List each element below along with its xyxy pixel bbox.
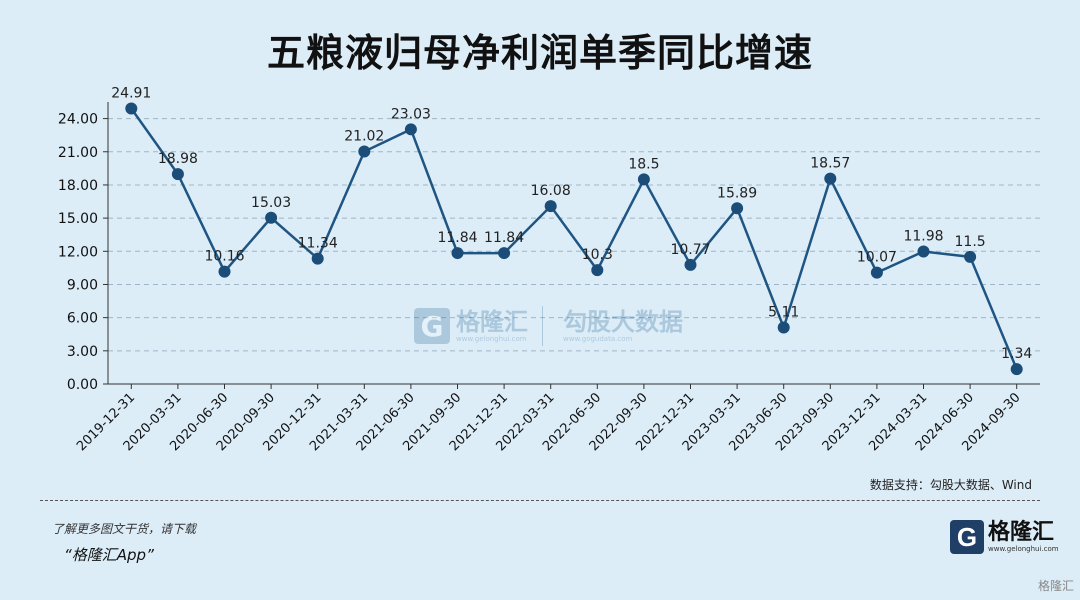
data-point (1010, 363, 1023, 376)
watermark-url-2: www.gogudata.com (563, 335, 633, 343)
data-point (917, 245, 930, 258)
watermark-logo-icon: G (414, 308, 450, 344)
data-point (544, 200, 557, 213)
data-point (451, 247, 464, 260)
data-label: 16.08 (531, 183, 571, 199)
data-point (870, 266, 883, 279)
data-point (125, 102, 138, 115)
y-tick-label: 18.00 (58, 178, 98, 194)
data-label: 10.77 (670, 242, 710, 258)
promo-text: 了解更多图文干货，请下载 (52, 522, 197, 536)
data-point (637, 173, 650, 186)
data-source: 数据支持：勾股大数据、Wind (869, 478, 1032, 492)
data-label: 10.3 (582, 247, 613, 263)
watermark-url: www.gelonghui.com (456, 335, 527, 343)
data-point (824, 172, 837, 185)
data-label: 15.03 (251, 195, 291, 211)
data-point (265, 211, 278, 224)
brand-logo: G 格隆汇 www.gelonghui.com (950, 520, 1059, 554)
data-label: 10.07 (857, 250, 897, 266)
data-point (684, 258, 697, 271)
brand-name: 格隆汇 (988, 520, 1055, 545)
watermark-separator (542, 306, 543, 346)
data-label: 15.89 (717, 185, 757, 201)
brand-url: www.gelonghui.com (988, 545, 1059, 553)
data-point (404, 123, 417, 136)
y-tick-label: 12.00 (58, 244, 98, 260)
data-label: 18.57 (810, 156, 850, 172)
data-label: 11.34 (298, 236, 338, 252)
watermark-name: 格隆汇 (456, 308, 528, 336)
corner-watermark: 格隆汇 (1037, 579, 1074, 593)
data-label: 11.98 (903, 229, 943, 245)
data-label: 5.11 (768, 304, 799, 320)
y-tick-label: 24.00 (58, 112, 98, 128)
data-point (218, 265, 231, 278)
data-point (731, 202, 744, 215)
data-label: 24.91 (111, 86, 151, 102)
data-point (498, 247, 511, 260)
y-tick-label: 3.00 (67, 344, 98, 360)
watermark: G 格隆汇 www.gelonghui.com 勾股大数据 www.goguda… (414, 306, 683, 346)
data-point (311, 252, 324, 265)
data-point (591, 264, 604, 277)
data-point (171, 168, 184, 181)
data-label: 23.03 (391, 106, 431, 122)
promo-app-name: “格隆汇App” (64, 546, 154, 564)
series-line (130, 107, 1018, 370)
footer-divider (40, 500, 1040, 501)
data-label: 18.98 (158, 151, 198, 167)
data-point (964, 250, 977, 263)
brand-logo-icon: G (950, 520, 984, 554)
y-tick-label: 21.00 (58, 145, 98, 161)
data-label: 1.34 (1001, 346, 1032, 362)
data-label: 11.5 (955, 234, 986, 250)
data-label: 18.5 (628, 156, 659, 172)
data-point (358, 145, 371, 158)
y-tick-label: 9.00 (67, 277, 98, 293)
watermark-name-2: 勾股大数据 (563, 308, 683, 336)
data-label: 11.84 (437, 230, 477, 246)
y-tick-label: 0.00 (67, 377, 98, 393)
data-label: 11.84 (484, 230, 524, 246)
data-label: 10.16 (204, 249, 244, 265)
data-point (777, 321, 790, 334)
y-tick-label: 15.00 (58, 211, 98, 227)
y-tick-label: 6.00 (67, 311, 98, 327)
data-label: 21.02 (344, 129, 384, 145)
chart-title: 五粮液归母净利润单季同比增速 (266, 31, 813, 75)
